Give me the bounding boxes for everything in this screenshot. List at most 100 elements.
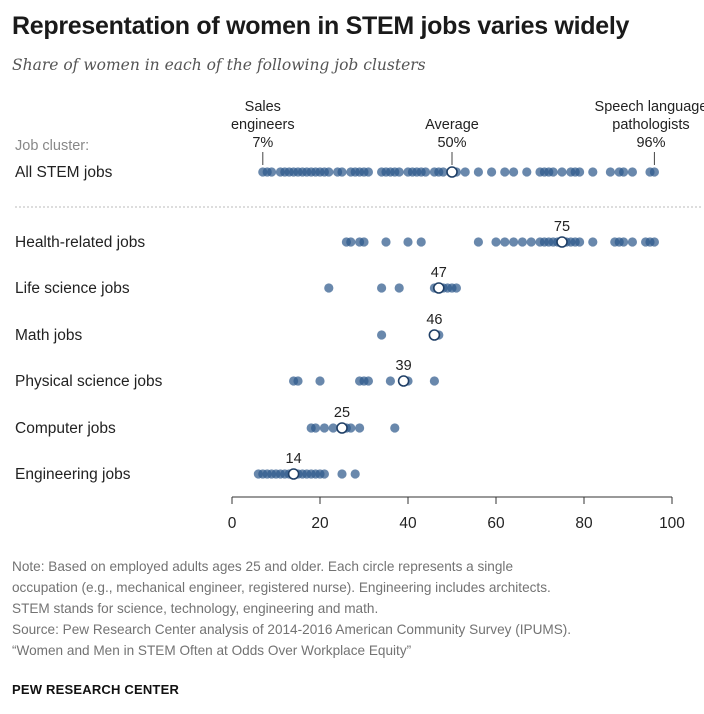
annotation-text: pathologists xyxy=(612,117,689,133)
average-marker xyxy=(446,166,458,178)
x-axis: 0 20 40 60 80 100 xyxy=(228,496,685,532)
occupation-dot xyxy=(403,237,413,247)
occupation-dot xyxy=(619,167,629,177)
occupation-dot xyxy=(394,167,404,177)
annotation-text: 96% xyxy=(636,135,665,151)
occupation-dot xyxy=(416,237,426,247)
average-label: 25 xyxy=(334,405,350,421)
occupation-dot xyxy=(588,237,598,247)
occupation-dot xyxy=(319,469,329,479)
occupation-dot xyxy=(346,237,356,247)
average-marker xyxy=(287,468,300,480)
occupation-dot xyxy=(605,167,616,177)
occupation-dot xyxy=(500,237,510,247)
chart-title: Representation of women in STEM jobs var… xyxy=(12,12,630,40)
average-marker xyxy=(432,282,445,294)
occupation-dot xyxy=(451,283,461,293)
occupation-dot xyxy=(293,376,303,386)
occupation-dot xyxy=(522,167,532,177)
average-label: 46 xyxy=(426,312,442,328)
row-label: Life science jobs xyxy=(15,280,130,297)
annotation-high: Speech language pathologists 96% xyxy=(595,99,704,165)
occupation-dot xyxy=(324,283,334,293)
occupation-dot xyxy=(355,423,365,433)
occupation-dot xyxy=(328,423,338,433)
x-tick-label: 80 xyxy=(575,515,593,532)
annotation-text: 7% xyxy=(252,135,273,151)
occupation-dot xyxy=(548,167,558,177)
annotation-text: Average xyxy=(425,117,479,133)
occupation-dot xyxy=(491,237,501,247)
average-label: 75 xyxy=(554,219,570,235)
annotation-text: engineers xyxy=(231,117,295,133)
average-label: 14 xyxy=(286,451,302,467)
x-tick-label: 40 xyxy=(399,515,417,532)
row-2: Life science jobs 47 xyxy=(15,265,461,297)
occupation-dot xyxy=(575,237,585,247)
occupation-dot xyxy=(473,167,483,177)
row-6: Engineering jobs 14 xyxy=(15,451,360,483)
row-label: Physical science jobs xyxy=(15,373,163,390)
occupation-dot xyxy=(429,376,439,386)
occupation-dot xyxy=(508,237,519,247)
average-label: 47 xyxy=(431,265,447,281)
row-1: Health-related jobs 75 xyxy=(15,219,660,251)
occupation-dot xyxy=(377,283,387,293)
occupation-dot xyxy=(381,237,391,247)
occupation-dot xyxy=(421,167,431,177)
average-label: 39 xyxy=(396,358,412,374)
occupation-dot xyxy=(394,283,404,293)
average-marker xyxy=(397,375,410,387)
brand-name: PEW RESEARCH CENTER xyxy=(12,682,180,697)
occupation-dot xyxy=(337,469,347,479)
occupation-dot xyxy=(324,167,334,177)
occupation-dot xyxy=(649,237,660,247)
occupation-dot xyxy=(508,167,519,177)
occupation-dot xyxy=(390,423,400,433)
occupation-dot xyxy=(649,167,660,177)
occupation-dot xyxy=(359,237,369,247)
row-label: Math jobs xyxy=(15,327,82,344)
occupation-dot xyxy=(346,423,356,433)
x-tick-label: 60 xyxy=(487,515,505,532)
annotation-avg: Average 50% xyxy=(425,117,479,165)
occupation-dot xyxy=(627,167,638,177)
annotations: Sales engineers 7% Average 50% Speech languag… xyxy=(231,99,704,165)
annotation-text: 50% xyxy=(437,135,466,151)
x-tick-label: 100 xyxy=(659,515,685,532)
annotation-text: Sales xyxy=(245,99,281,115)
occupation-dot xyxy=(350,469,360,479)
occupation-dot xyxy=(557,167,567,177)
dot-plot: Job cluster: All STEM jobs Health-related… xyxy=(15,99,704,532)
occupation-dot xyxy=(363,376,373,386)
note-line: STEM stands for science, technology, eng… xyxy=(12,601,379,616)
x-tick-label: 20 xyxy=(311,515,329,532)
occupation-dot xyxy=(619,237,629,247)
row-5: Computer jobs 25 xyxy=(15,405,400,437)
occupation-dot xyxy=(319,423,329,433)
average-marker xyxy=(336,422,348,434)
note-line: Note: Based on employed adults ages 25 a… xyxy=(12,559,514,574)
row-label: Health-related jobs xyxy=(15,234,145,251)
row-label: Computer jobs xyxy=(15,420,116,437)
occupation-dot xyxy=(526,237,536,247)
note: Note: Based on employed adults ages 25 a… xyxy=(12,556,704,661)
occupation-dot xyxy=(627,237,638,247)
occupation-dot xyxy=(575,167,585,177)
occupation-dot xyxy=(363,167,373,177)
row-label: Engineering jobs xyxy=(15,466,131,483)
row-4: Physical science jobs 39 xyxy=(15,358,439,390)
occupation-dot xyxy=(337,167,347,177)
occupation-dot xyxy=(460,167,470,177)
row-0: All STEM jobs xyxy=(15,164,660,181)
row-header: Job cluster: xyxy=(15,138,89,154)
occupation-dot xyxy=(315,376,325,386)
occupation-dot xyxy=(500,167,510,177)
occupation-dot xyxy=(517,237,528,247)
occupation-dot xyxy=(385,376,395,386)
occupation-dot xyxy=(588,167,598,177)
note-line: occupation (e.g., mechanical engineer, r… xyxy=(12,580,551,595)
occupation-dot xyxy=(377,330,387,340)
rows: All STEM jobs Health-related jobs 75 Life s… xyxy=(15,164,660,483)
row-label: All STEM jobs xyxy=(15,164,113,181)
